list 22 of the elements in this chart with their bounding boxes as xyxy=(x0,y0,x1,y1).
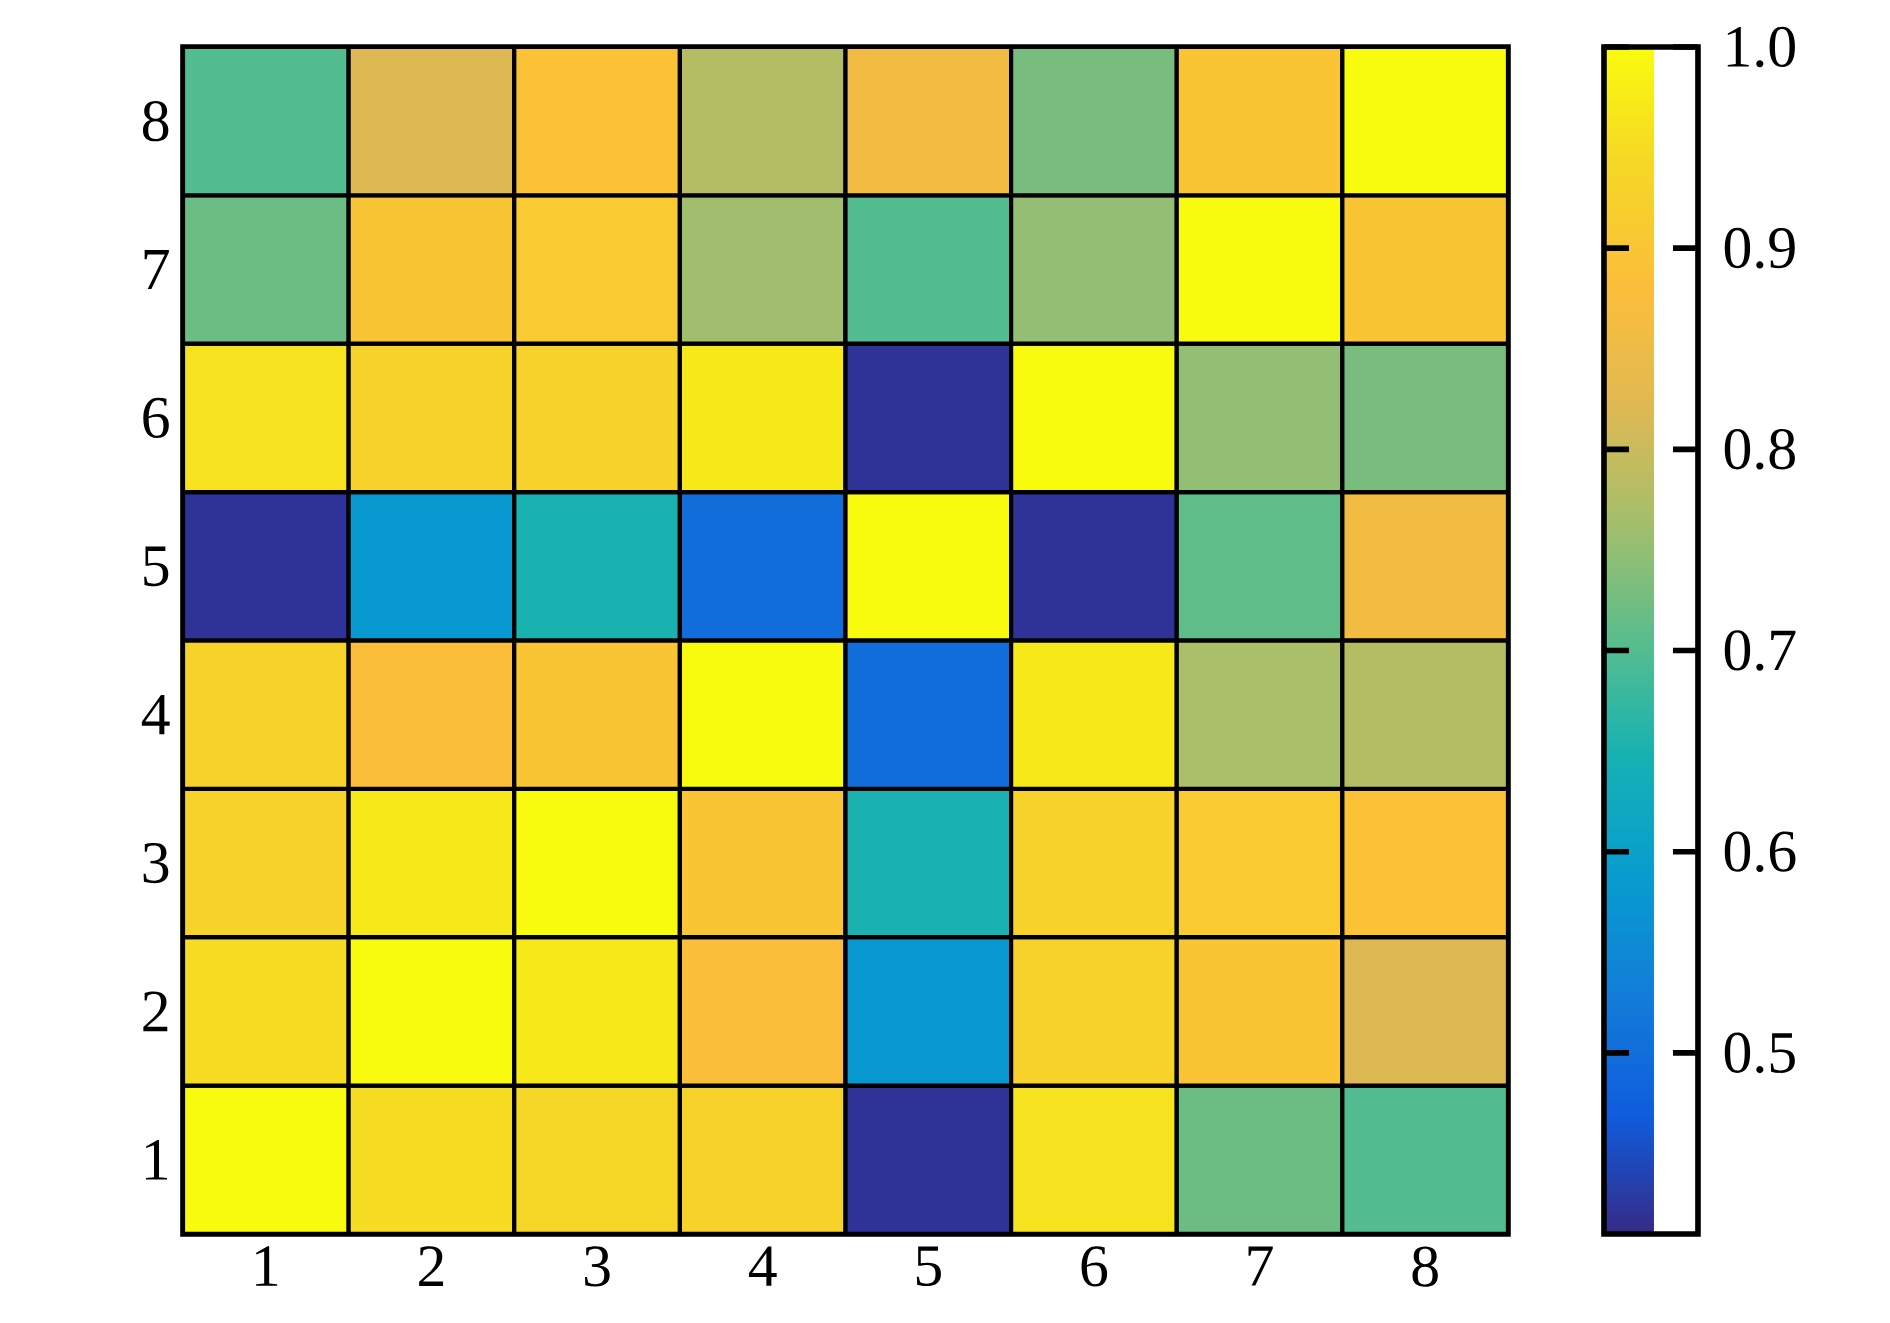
y-tick-label: 2 xyxy=(143,991,168,1032)
x-tick-label: 8 xyxy=(1412,1246,1438,1287)
x-tick-label: 4 xyxy=(748,1246,777,1286)
x-tick-label: 6 xyxy=(1081,1246,1108,1287)
y-tick-label: 8 xyxy=(142,101,169,142)
y-tick-label: 6 xyxy=(143,397,169,439)
color-bar-label: 0.9 xyxy=(1724,227,1795,269)
y-tick-label: 5 xyxy=(144,546,169,587)
y-tick-label: 4 xyxy=(141,695,170,735)
y-tick-label: 3 xyxy=(143,842,169,884)
color-bar-label: 0.8 xyxy=(1724,429,1795,470)
color-bar-label: 0.5 xyxy=(1724,1032,1795,1074)
x-tick-label: 3 xyxy=(584,1246,610,1287)
y-tick-label: 1 xyxy=(145,1140,168,1180)
color-bar-label: 0.6 xyxy=(1724,831,1796,872)
x-tick-label: 2 xyxy=(419,1246,444,1286)
y-tick-label: 7 xyxy=(144,249,169,290)
x-tick-label: 1 xyxy=(256,1246,278,1286)
x-tick-label: 5 xyxy=(916,1246,941,1287)
x-tick-label: 7 xyxy=(1248,1246,1273,1286)
color-bar-label: 1.0 xyxy=(1727,26,1795,68)
color-bar-label: 0.7 xyxy=(1724,630,1796,671)
